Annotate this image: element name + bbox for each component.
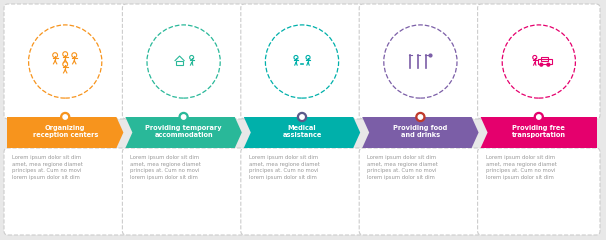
Polygon shape <box>125 117 242 148</box>
FancyBboxPatch shape <box>241 148 363 235</box>
Polygon shape <box>244 117 360 148</box>
Text: Lorem ipsum dolor sit dim
amet, mea regione diamet
principes at. Cum no movi
lor: Lorem ipsum dolor sit dim amet, mea regi… <box>130 155 201 180</box>
Text: Lorem ipsum dolor sit dim
amet, mea regione diamet
principes at. Cum no movi
lor: Lorem ipsum dolor sit dim amet, mea regi… <box>367 155 438 180</box>
Bar <box>538 59 552 64</box>
Circle shape <box>547 63 550 66</box>
FancyBboxPatch shape <box>478 4 600 119</box>
Text: Medical
assistance: Medical assistance <box>282 125 322 138</box>
Polygon shape <box>481 117 597 148</box>
Circle shape <box>300 115 304 119</box>
Polygon shape <box>362 117 479 148</box>
FancyBboxPatch shape <box>359 148 482 235</box>
Text: Lorem ipsum dolor sit dim
amet, mea regione diamet
principes at. Cum no movi
lor: Lorem ipsum dolor sit dim amet, mea regi… <box>249 155 320 180</box>
Circle shape <box>61 113 70 121</box>
FancyBboxPatch shape <box>4 148 127 235</box>
Text: Lorem ipsum dolor sit dim
amet, mea regione diamet
principes at. Cum no movi
lor: Lorem ipsum dolor sit dim amet, mea regi… <box>12 155 83 180</box>
FancyBboxPatch shape <box>359 4 482 119</box>
Text: Providing temporary
accommodation: Providing temporary accommodation <box>145 125 222 138</box>
FancyBboxPatch shape <box>478 148 600 235</box>
FancyBboxPatch shape <box>241 4 363 119</box>
Text: Organizing
reception centers: Organizing reception centers <box>33 125 98 138</box>
FancyBboxPatch shape <box>122 148 245 235</box>
Text: Providing free
transportation: Providing free transportation <box>512 125 566 138</box>
FancyBboxPatch shape <box>4 4 127 119</box>
Circle shape <box>181 115 186 119</box>
Bar <box>541 57 548 61</box>
Circle shape <box>179 113 188 121</box>
Circle shape <box>416 113 425 121</box>
Circle shape <box>63 115 67 119</box>
Bar <box>176 60 183 65</box>
Text: Providing food
and drinks: Providing food and drinks <box>393 125 447 138</box>
Circle shape <box>298 113 307 121</box>
FancyBboxPatch shape <box>122 4 245 119</box>
Circle shape <box>418 115 422 119</box>
Circle shape <box>536 115 541 119</box>
Text: Lorem ipsum dolor sit dim
amet, mea regione diamet
principes at. Cum no movi
lor: Lorem ipsum dolor sit dim amet, mea regi… <box>485 155 556 180</box>
Polygon shape <box>7 117 124 148</box>
Circle shape <box>540 63 543 66</box>
Circle shape <box>534 113 544 121</box>
